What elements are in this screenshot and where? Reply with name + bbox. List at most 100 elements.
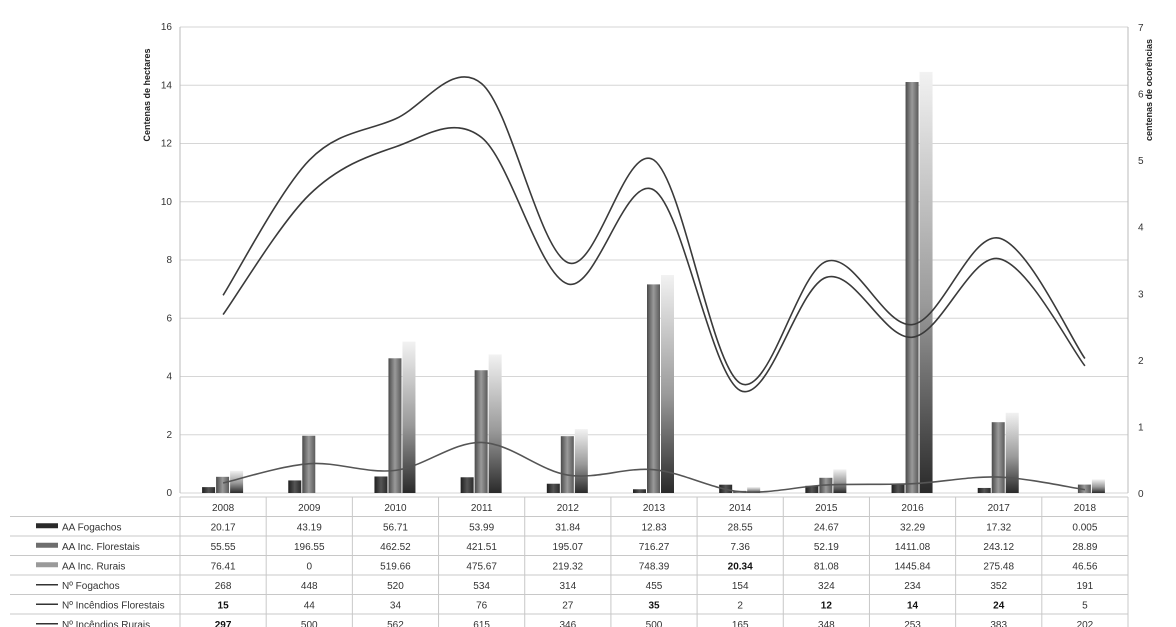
table-cell: 268 [215,581,232,592]
bar-aa-fogachos-2008 [202,487,216,493]
table-cell: 32.29 [900,522,925,533]
table-cell: 24.67 [814,522,839,533]
table-year: 2010 [384,503,407,514]
table-cell: 562 [387,620,404,627]
table-year: 2011 [471,503,493,514]
bar-aa-fogachos-2015 [805,485,819,493]
table-year: 2017 [988,503,1011,514]
table-cell: 297 [215,620,232,627]
table-row-label: AA Inc. Rurais [62,561,125,572]
bar-aa-fogachos-2016 [891,483,905,493]
table-cell: 7.36 [730,542,750,553]
table-cell: 44 [304,600,316,611]
right-tick-label: 2 [1138,356,1144,367]
series-lines [222,76,1086,493]
table-cell: 421.51 [466,542,497,553]
bar-aa-fogachos-2013 [633,489,646,493]
bar-aa-inc-florestais-2017 [991,422,1005,493]
table-year: 2014 [729,503,752,514]
right-tick-label: 7 [1138,23,1144,34]
table-cell: 17.32 [986,522,1011,533]
bar-aa-inc-rurais-2015 [833,469,847,493]
gridlines [179,26,1129,494]
bar-aa-inc-florestais-2010 [388,358,402,493]
right-tick-label: 0 [1138,489,1144,500]
table-cell: 348 [818,620,835,627]
table-cell: 34 [390,600,402,611]
bar-aa-inc-florestais-2013 [647,284,660,493]
table-year: 2018 [1074,503,1097,514]
table-cell: 14 [907,600,919,611]
table-cell: 12 [821,600,833,611]
table-cell: 81.08 [814,561,839,572]
bars [202,71,1105,493]
line-n-ince-ndios-rurais [222,76,1086,386]
table-cell: 352 [990,581,1007,592]
table-cell: 76.41 [211,561,236,572]
left-tick-label: 10 [161,197,173,208]
table-year: 2012 [557,503,580,514]
table-cell: 28.55 [728,522,753,533]
table-cell: 76 [476,600,488,611]
left-tick-label: 16 [161,22,173,33]
table-cell: 448 [301,581,318,592]
table-cell: 534 [473,581,490,592]
table-cell: 520 [387,581,404,592]
table-cell: 275.48 [983,561,1014,572]
bar-aa-fogachos-2010 [374,476,388,493]
legend-key-bar [36,523,58,529]
table-cell: 53.99 [469,522,494,533]
table-cell: 202 [1077,620,1094,627]
left-tick-label: 0 [166,488,172,499]
table-cell: 219.32 [553,561,584,572]
table-cell: 56.71 [383,522,408,533]
table-cell: 20.17 [211,522,236,533]
table-cell: 52.19 [814,542,839,553]
table-cell: 500 [646,620,663,627]
bar-aa-inc-rurais-2017 [1005,412,1019,493]
bar-aa-inc-rurais-2014 [747,487,761,493]
left-tick-label: 6 [166,313,172,324]
table-cell: 191 [1077,581,1094,592]
bar-aa-fogachos-2011 [460,477,474,493]
table-cell: 27 [562,600,574,611]
right-tick-label: 6 [1138,90,1144,101]
data-table: 2008 2009 2010 2011 2012 2013 2014 2015 2016 2017… [10,496,1129,627]
bar-aa-inc-florestais-2008 [216,476,230,493]
table-cell: 31.84 [555,522,580,533]
table-row-label: Nº Incêndios Florestais [62,600,165,611]
table-cell: 28.89 [1072,542,1097,553]
table-cell: 46.56 [1072,561,1097,572]
table-cell: 0 [306,561,312,572]
table-cell: 383 [990,620,1007,627]
table-cell: 716.27 [639,542,670,553]
table-year: 2008 [212,503,235,514]
table-cell: 20.34 [728,561,753,572]
table-cell: 165 [732,620,749,627]
table-cell: 324 [818,581,835,592]
table-row-label: AA Fogachos [62,522,121,533]
table-cell: 500 [301,620,318,627]
table-cell: 243.12 [983,542,1014,553]
right-tick-label: 1 [1138,422,1144,433]
table-cell: 455 [646,581,663,592]
left-tick-label: 4 [166,372,172,383]
table-cell: 615 [473,620,490,627]
table-cell: 5 [1082,600,1088,611]
bar-aa-inc-florestais-2011 [474,370,488,493]
right-tick-label: 5 [1138,156,1144,167]
bar-aa-fogachos-2017 [977,487,991,493]
line-n-fogachos [222,126,1086,393]
table-year: 2013 [643,503,666,514]
left-axis-title: Centenas de hectares [142,48,152,141]
table-cell: 314 [559,581,576,592]
table-cell: 1411.08 [895,542,931,553]
bar-aa-inc-rurais-2011 [488,354,502,493]
table-cell: 154 [732,581,749,592]
table-cell: 12.83 [641,522,666,533]
table-cell: 462.52 [380,542,411,553]
bar-aa-inc-rurais-2008 [230,470,244,493]
bar-aa-fogachos-2009 [288,480,302,493]
bar-aa-inc-rurais-2016 [919,71,933,493]
table-cell: 0.005 [1072,522,1097,533]
